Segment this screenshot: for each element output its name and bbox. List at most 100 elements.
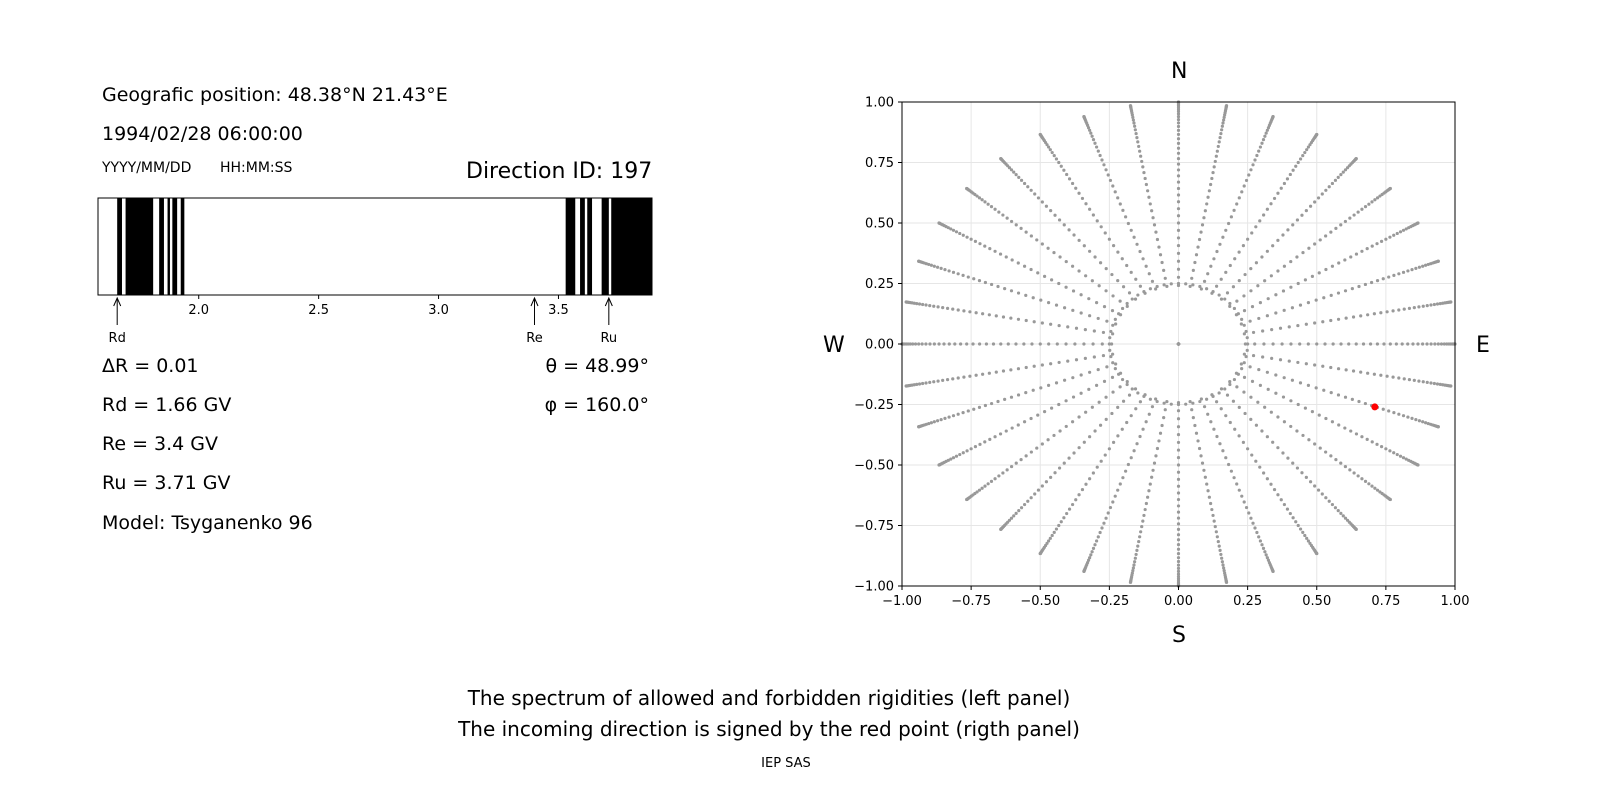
direction-point	[1289, 342, 1293, 346]
direction-point	[1098, 153, 1102, 158]
direction-point	[1286, 456, 1290, 460]
direction-point	[1108, 336, 1112, 340]
direction-point	[1288, 172, 1292, 177]
direction-point	[1339, 223, 1343, 227]
direction-point	[1257, 367, 1261, 372]
direction-point	[1142, 170, 1146, 175]
direction-point	[1031, 296, 1035, 300]
direction-point	[1116, 196, 1120, 200]
direction-point	[1206, 195, 1210, 199]
direction-point	[1329, 365, 1333, 370]
direction-point	[1162, 268, 1166, 272]
direction-point	[1406, 415, 1410, 419]
direction-point	[1242, 184, 1246, 188]
direction-point	[987, 313, 991, 317]
direction-point	[1125, 382, 1129, 387]
direction-point	[1227, 221, 1231, 226]
direction-point	[1142, 290, 1146, 294]
direction-point	[1148, 482, 1152, 486]
direction-point	[1317, 413, 1321, 417]
direction-point	[1029, 267, 1033, 272]
direction-point	[954, 454, 959, 458]
direction-point	[1337, 423, 1341, 427]
direction-point	[1199, 397, 1203, 401]
scatter-y-tick-label: 0.00	[865, 338, 894, 353]
direction-point	[1146, 495, 1150, 499]
direction-point	[1229, 215, 1233, 219]
direction-point	[1276, 493, 1280, 497]
direction-point	[974, 373, 978, 377]
direction-point	[972, 407, 976, 411]
direction-point	[1313, 484, 1317, 488]
direction-point	[1111, 440, 1116, 444]
direction-point	[1265, 314, 1269, 318]
direction-point	[1140, 524, 1144, 529]
direction-point	[1392, 451, 1396, 455]
direction-point	[962, 309, 966, 313]
direction-point	[1291, 223, 1295, 227]
direction-point	[1054, 381, 1059, 385]
direction-point	[1074, 326, 1079, 330]
direction-point	[1228, 380, 1232, 384]
direction-point	[1202, 279, 1207, 283]
direction-point	[1248, 365, 1252, 369]
direction-point	[1220, 128, 1224, 132]
direction-point	[1071, 308, 1075, 312]
scatter-x-tick-label: 0.50	[1302, 594, 1331, 609]
direction-point	[1274, 391, 1278, 395]
direction-point	[1148, 397, 1152, 401]
direction-point	[917, 259, 921, 263]
direction-point	[1385, 310, 1389, 314]
direction-point	[1368, 342, 1373, 346]
direction-point	[1254, 261, 1259, 265]
direction-point	[1303, 278, 1307, 282]
direction-point	[1091, 471, 1095, 475]
direction-point	[1176, 456, 1181, 460]
direction-point	[1360, 435, 1364, 439]
direction-point	[1176, 527, 1181, 531]
direction-point	[1098, 530, 1102, 535]
direction-point	[1176, 141, 1181, 145]
scatter-x-tick-label: 0.75	[1371, 594, 1400, 609]
direction-point	[1087, 387, 1091, 391]
direction-point	[1356, 474, 1360, 478]
direction-point	[1064, 424, 1068, 429]
forbidden-band-4	[172, 198, 178, 295]
direction-point	[917, 342, 921, 346]
direction-point	[1381, 277, 1385, 281]
direction-point	[1401, 228, 1406, 232]
direction-point	[1129, 456, 1133, 460]
direction-point	[1077, 493, 1081, 497]
direction-point	[1146, 189, 1150, 193]
direction-point	[1125, 380, 1129, 384]
direction-point	[1322, 296, 1326, 300]
direction-point	[1054, 157, 1059, 161]
direction-point	[1016, 291, 1021, 295]
direction-point	[1237, 250, 1241, 254]
direction-point	[1132, 121, 1136, 125]
direction-point	[1019, 506, 1024, 510]
direction-point	[1111, 352, 1115, 356]
direction-point	[924, 342, 928, 346]
direction-point	[1425, 380, 1429, 384]
direction-point	[1219, 131, 1223, 136]
direction-point	[1035, 238, 1039, 242]
direction-point	[1111, 294, 1115, 298]
direction-point	[1343, 289, 1348, 293]
direction-point	[1242, 332, 1246, 336]
direction-point	[945, 306, 950, 310]
direction-point	[1291, 168, 1295, 172]
direction-point	[1176, 342, 1181, 346]
direction-point	[1022, 342, 1026, 346]
forbidden-band-1	[125, 198, 154, 295]
marker-label-rd: Rd	[109, 331, 126, 346]
direction-point	[928, 342, 932, 346]
direction-point	[1306, 342, 1310, 346]
direction-point	[1303, 406, 1307, 410]
direction-point	[1206, 272, 1210, 276]
direction-point	[1184, 402, 1188, 406]
direction-point	[1160, 260, 1164, 265]
direction-point	[1104, 289, 1108, 293]
direction-point	[973, 445, 978, 449]
direction-point	[1120, 427, 1124, 431]
